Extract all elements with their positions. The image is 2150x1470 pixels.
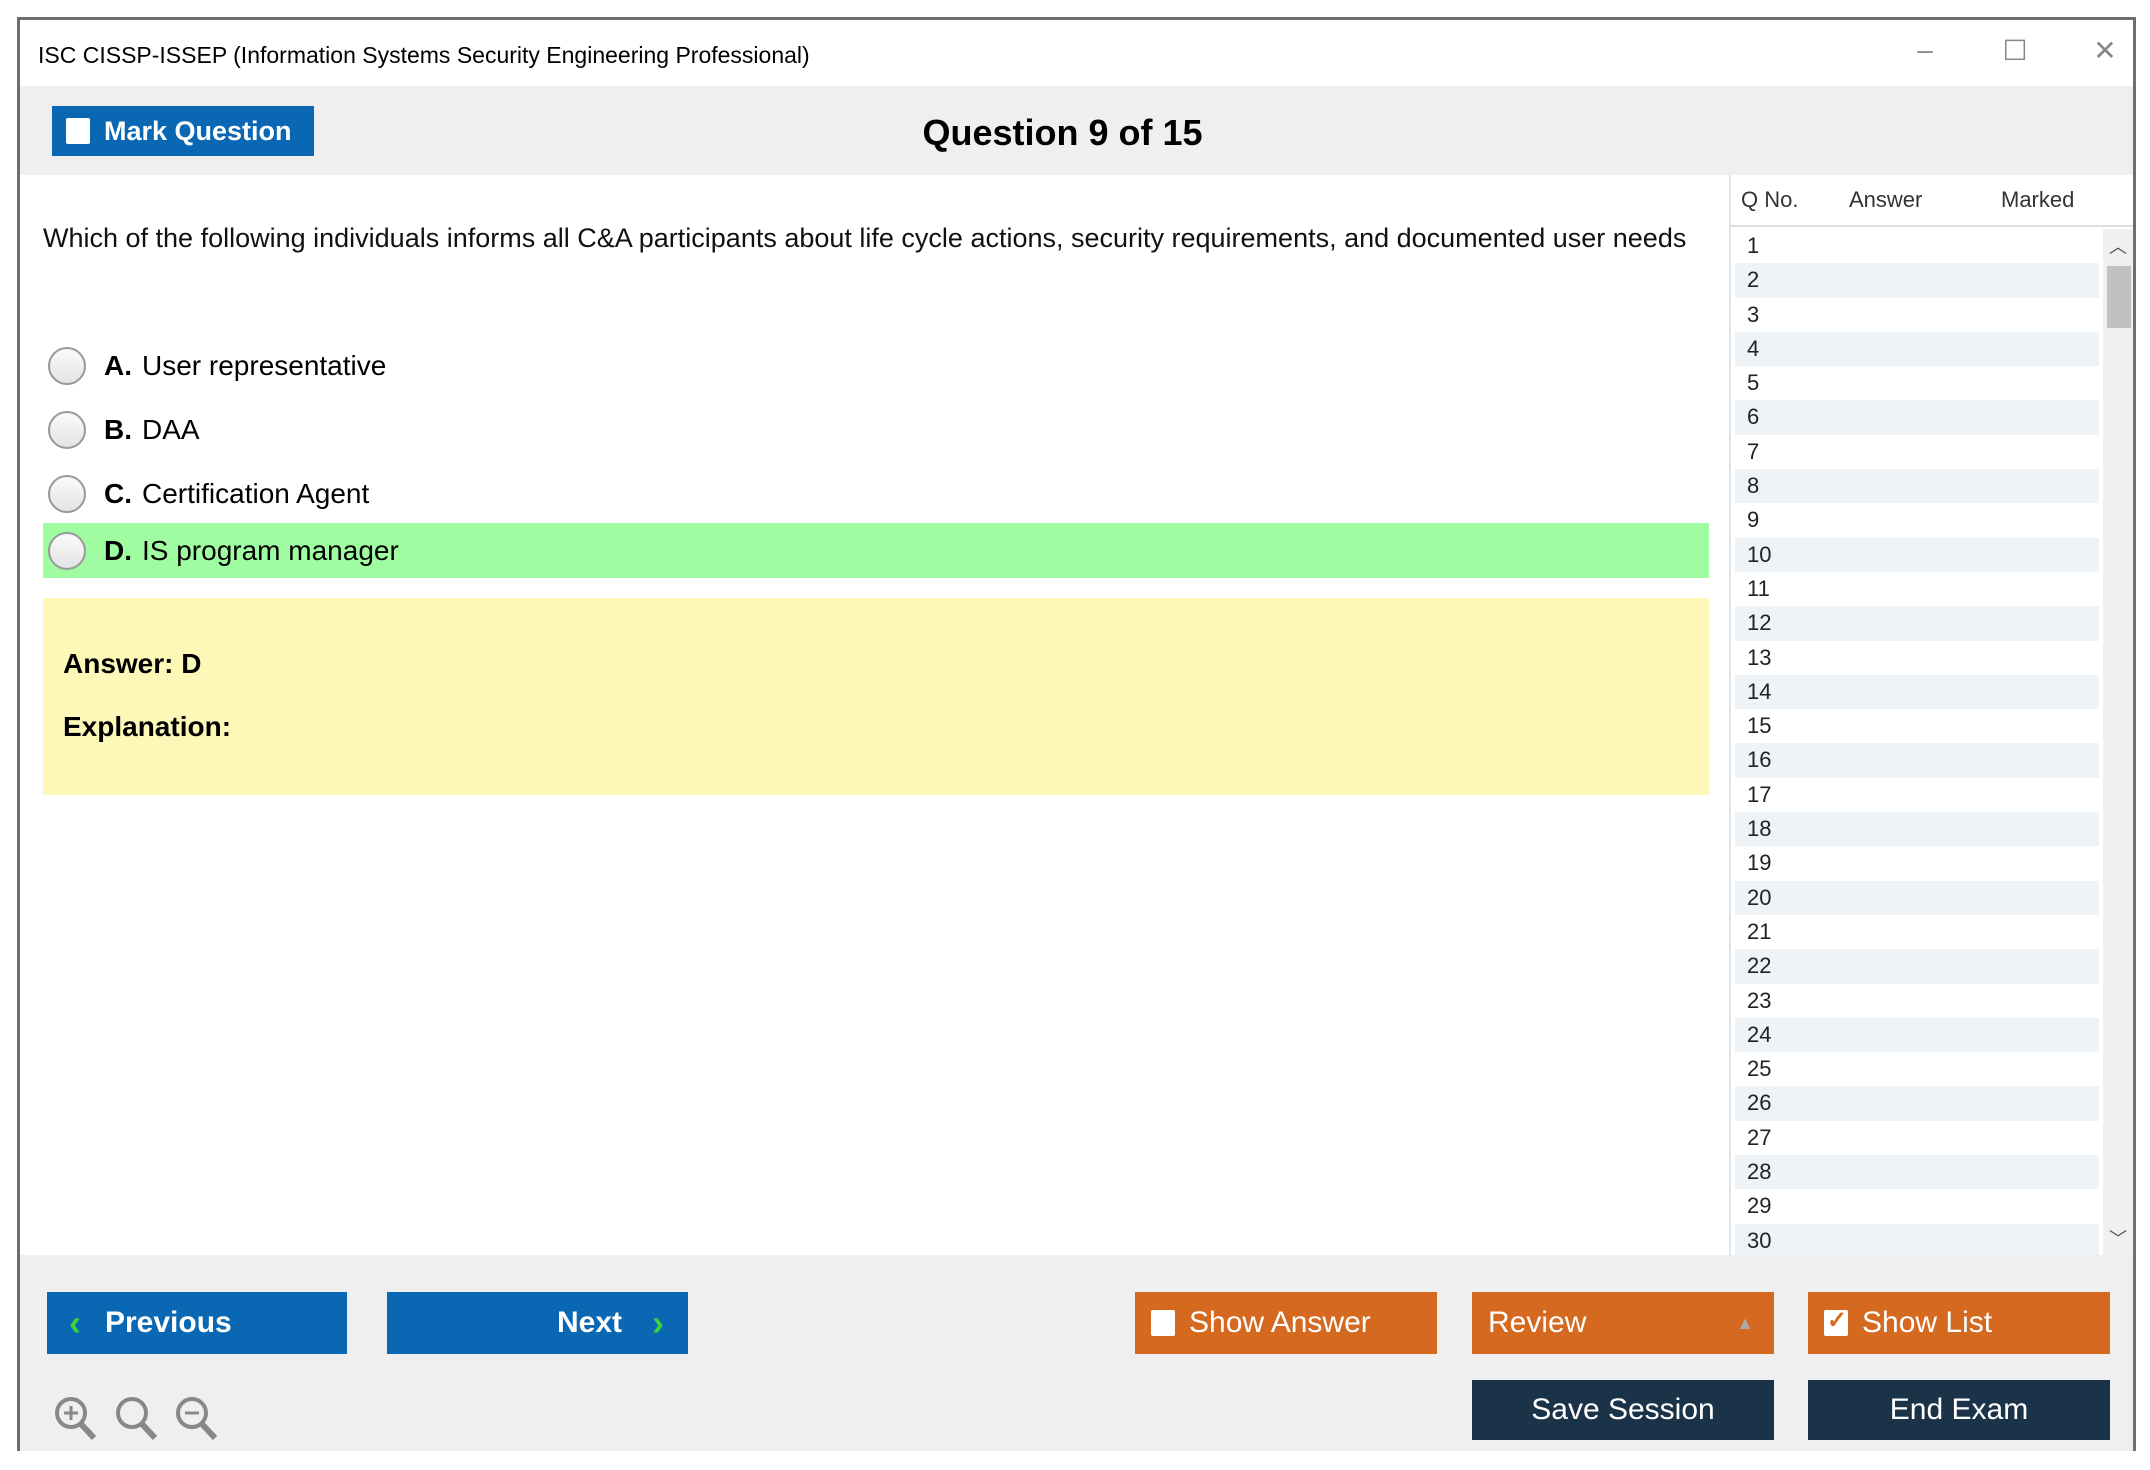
review-button[interactable]: Review ▲ (1472, 1292, 1774, 1354)
question-list: 1 2 3 4 5 6 7 8 9 10 11 12 13 14 15 16 17 18 19 20 21 22 23 24 2… (1735, 229, 2099, 1258)
list-row[interactable]: 24 (1735, 1017, 2099, 1053)
option-letter: A. (104, 349, 132, 381)
chevron-left-icon: ‹ (69, 1302, 81, 1343)
list-row[interactable]: 4 (1735, 331, 2099, 367)
save-session-button[interactable]: Save Session (1472, 1380, 1774, 1440)
show-answer-label: Show Answer (1189, 1306, 1371, 1339)
question-list-panel: Q No. Answer Marked 1 2 3 4 5 6 7 8 9 10 11 12 13 14 1… (1729, 175, 2133, 1258)
radio-button[interactable] (48, 531, 86, 570)
option-letter: C. (104, 477, 132, 509)
scrollbar[interactable]: ︿ ﹀ (2103, 229, 2133, 1255)
close-icon[interactable]: ✕ (2093, 35, 2117, 66)
list-header: Q No. Answer Marked (1731, 175, 2133, 227)
toolbar: Mark Question Question 9 of 15 (20, 86, 2133, 175)
scrollbar-thumb[interactable] (2107, 266, 2131, 328)
option-letter: B. (104, 413, 132, 445)
show-list-button[interactable]: ✓ Show List (1808, 1292, 2110, 1354)
list-row[interactable]: 26 (1735, 1086, 2099, 1121)
list-row[interactable]: 17 (1747, 781, 1772, 807)
show-list-label: Show List (1862, 1306, 1993, 1339)
chevron-right-icon: › (652, 1302, 664, 1343)
list-row[interactable]: 14 (1735, 674, 2099, 710)
list-row[interactable]: 19 (1747, 850, 1772, 876)
checkbox-icon (66, 118, 90, 144)
radio-button[interactable] (48, 474, 86, 513)
list-row[interactable]: 27 (1747, 1124, 1772, 1150)
option-d[interactable]: D. IS program manager (43, 523, 1709, 578)
end-exam-button[interactable]: End Exam (1808, 1380, 2110, 1440)
previous-button[interactable]: ‹ Previous (47, 1292, 347, 1354)
end-exam-label: End Exam (1889, 1393, 2029, 1426)
list-row[interactable]: 21 (1747, 918, 1772, 944)
scroll-down-icon[interactable]: ﹀ (2109, 1229, 2127, 1249)
title-bar: ISC CISSP-ISSEP (Information Systems Sec… (20, 20, 2133, 86)
radio-button[interactable] (48, 410, 86, 449)
list-row[interactable]: 13 (1747, 644, 1772, 670)
col-qno[interactable]: Q No. (1741, 187, 1799, 212)
list-row[interactable]: 1 (1747, 233, 1760, 258)
option-a[interactable]: A. User representative (43, 338, 1709, 393)
explanation-label: Explanation: (63, 711, 232, 742)
option-b[interactable]: B. DAA (43, 402, 1709, 457)
checkbox-icon (1151, 1310, 1175, 1336)
option-text: IS program manager (142, 534, 399, 566)
minimize-icon[interactable]: – (1917, 34, 1933, 65)
option-text: Certification Agent (142, 477, 370, 509)
maximize-icon[interactable]: ☐ (2002, 35, 2028, 66)
question-text: Which of the following individuals infor… (43, 223, 1687, 253)
col-marked[interactable]: Marked (2001, 187, 2075, 212)
option-text: User representative (142, 349, 387, 381)
list-row[interactable]: 30 (1735, 1223, 2099, 1258)
list-row[interactable]: 3 (1747, 301, 1760, 327)
list-row[interactable]: 20 (1735, 880, 2099, 915)
col-answer[interactable]: Answer (1849, 187, 1923, 212)
zoom-in-icon[interactable] (50, 1393, 100, 1443)
option-c[interactable]: C. Certification Agent (43, 466, 1709, 521)
list-row[interactable]: 9 (1747, 507, 1760, 533)
list-row[interactable]: 12 (1735, 606, 2099, 641)
question-counter: Question 9 of 15 (922, 112, 1203, 153)
mark-question-button[interactable]: Mark Question (52, 106, 314, 156)
bottom-bar: ‹ Previous Next › Show Answer Review ▲ ✓… (20, 1255, 2133, 1451)
list-row[interactable]: 5 (1747, 370, 1760, 396)
review-label: Review (1488, 1306, 1587, 1339)
question-area: Which of the following individuals infor… (20, 175, 1729, 1255)
list-row[interactable]: 15 (1747, 713, 1772, 739)
app-window: ISC CISSP-ISSEP (Information Systems Sec… (17, 17, 2136, 1451)
next-button[interactable]: Next › (387, 1292, 688, 1354)
scroll-up-icon[interactable]: ︿ (2109, 237, 2127, 257)
list-row[interactable]: 28 (1735, 1155, 2099, 1190)
list-row[interactable]: 23 (1747, 987, 1772, 1013)
list-row[interactable]: 22 (1735, 949, 2099, 984)
option-letter: D. (104, 534, 132, 566)
option-text: DAA (142, 413, 200, 445)
list-row[interactable]: 6 (1735, 400, 2099, 435)
radio-button[interactable] (48, 346, 86, 385)
list-row[interactable]: 2 (1735, 263, 2099, 298)
list-row[interactable]: 8 (1735, 469, 2099, 504)
list-row[interactable]: 16 (1735, 743, 2099, 778)
answer-label: Answer: D (63, 648, 202, 679)
show-answer-button[interactable]: Show Answer (1135, 1292, 1437, 1354)
previous-label: Previous (105, 1306, 232, 1339)
zoom-reset-icon[interactable] (111, 1393, 161, 1443)
list-row[interactable]: 29 (1747, 1193, 1772, 1219)
mark-question-label: Mark Question (104, 115, 292, 146)
list-row[interactable]: 18 (1735, 812, 2099, 847)
list-row[interactable]: 10 (1735, 537, 2099, 572)
window-title: ISC CISSP-ISSEP (Information Systems Sec… (38, 42, 810, 68)
save-session-label: Save Session (1531, 1393, 1715, 1426)
list-row[interactable]: 7 (1747, 438, 1760, 464)
list-row[interactable]: 11 (1747, 575, 1770, 601)
answer-box: Answer: D Explanation: (43, 598, 1709, 795)
checkbox-checked-icon: ✓ (1824, 1307, 1848, 1336)
caret-up-icon: ▲ (1736, 1312, 1754, 1333)
next-label: Next (556, 1306, 622, 1339)
list-row[interactable]: 25 (1747, 1056, 1772, 1082)
zoom-out-icon[interactable] (171, 1393, 221, 1443)
